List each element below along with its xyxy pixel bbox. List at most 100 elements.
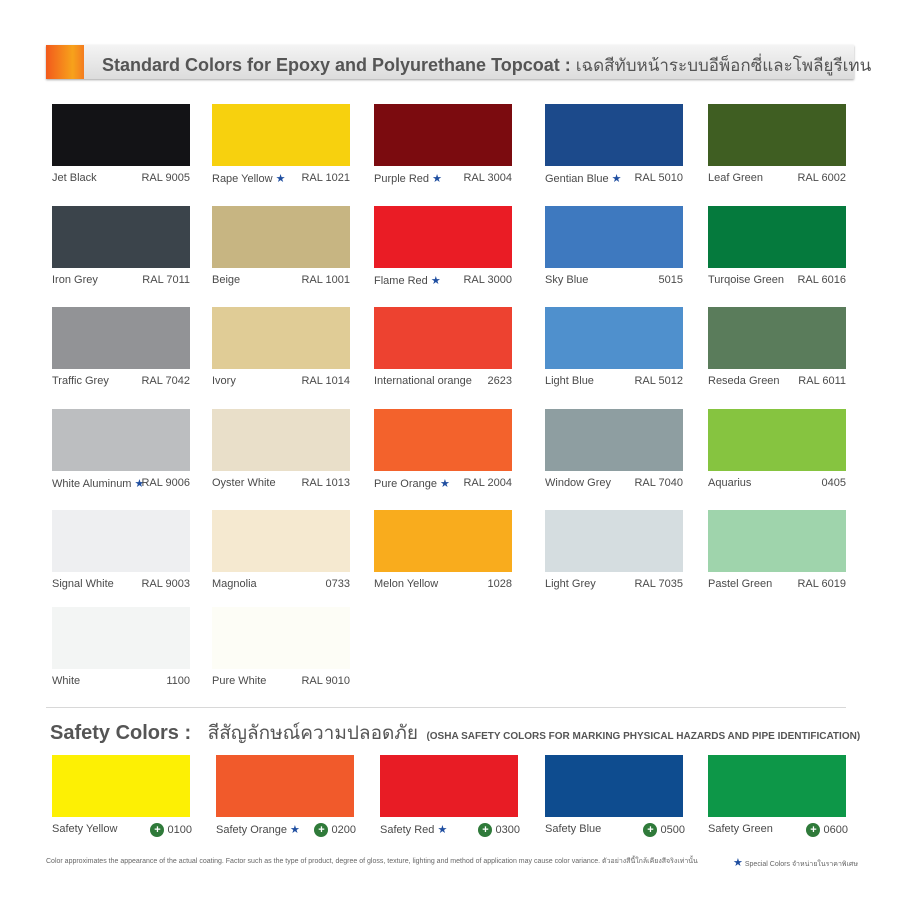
- color-code-text: 0200: [331, 823, 356, 836]
- color-name: Traffic Grey: [52, 375, 109, 387]
- color-code: RAL 9003: [141, 578, 190, 590]
- color-name: Ivory: [212, 375, 236, 387]
- safety-section-title: Safety Colors : สีสัญลักษณ์ความปลอดภัย (…: [50, 718, 860, 748]
- color-swatch: [545, 409, 683, 471]
- color-swatch: [212, 206, 350, 268]
- color-swatch: [52, 206, 190, 268]
- color-code-text: 1028: [487, 578, 512, 590]
- color-label: Reseda Green RAL 6011: [708, 375, 846, 391]
- safety-title-thai: สีสัญลักษณ์ความปลอดภัย: [207, 723, 418, 744]
- star-icon: ★: [429, 173, 442, 185]
- color-code: 2623: [488, 375, 512, 387]
- color-code-text: 0300: [495, 823, 520, 836]
- color-name: Sky Blue: [545, 274, 589, 286]
- color-code-text: 0733: [325, 578, 350, 590]
- color-name: Pure White: [212, 675, 267, 687]
- color-code-text: RAL 1021: [301, 172, 350, 184]
- color-name: Light Blue: [545, 375, 594, 387]
- color-name: Safety Yellow: [52, 823, 118, 835]
- color-name: Aquarius: [708, 477, 752, 489]
- color-label: Ivory RAL 1014: [212, 375, 350, 391]
- color-name: Leaf Green: [708, 172, 764, 184]
- color-label: Safety Green + 0600: [708, 823, 848, 839]
- color-name: Gentian Blue ★: [545, 173, 622, 185]
- color-label: Signal White RAL 9003: [52, 578, 190, 594]
- section-divider: [46, 707, 846, 708]
- color-code: RAL 7040: [634, 477, 683, 489]
- color-code: + 0100: [150, 823, 192, 837]
- color-code-text: RAL 5012: [634, 375, 683, 387]
- color-name: Pastel Green: [708, 578, 773, 590]
- color-label: Sky Blue 5015: [545, 274, 683, 290]
- color-label: Pure Orange ★ RAL 2004: [374, 477, 512, 493]
- color-code: RAL 5012: [634, 375, 683, 387]
- color-swatch: [52, 409, 190, 471]
- color-label: Beige RAL 1001: [212, 274, 350, 290]
- color-swatch: [212, 607, 350, 669]
- color-label: Safety Red ★ + 0300: [380, 823, 520, 839]
- color-label: Jet Black RAL 9005: [52, 172, 190, 188]
- page-title: Standard Colors for Epoxy and Polyuretha…: [102, 52, 871, 79]
- color-label: Oyster White RAL 1013: [212, 477, 350, 493]
- color-code: + 0600: [806, 823, 848, 837]
- color-swatch: [708, 510, 846, 572]
- color-code-text: RAL 1001: [301, 274, 350, 286]
- color-swatch: [212, 409, 350, 471]
- color-swatch: [216, 755, 354, 817]
- color-code: RAL 7011: [142, 274, 190, 286]
- color-label: Traffic Grey RAL 7042: [52, 375, 190, 391]
- color-name: Safety Blue: [545, 823, 602, 835]
- star-icon: ★: [272, 173, 286, 185]
- color-code: + 0200: [314, 823, 356, 837]
- color-name: White Aluminum ★: [52, 478, 145, 490]
- color-label: Safety Yellow + 0100: [52, 823, 192, 839]
- color-label: Gentian Blue ★ RAL 5010: [545, 172, 683, 188]
- color-code: 5015: [659, 274, 683, 286]
- color-name: Jet Black: [52, 172, 97, 184]
- color-label: Light Blue RAL 5012: [545, 375, 683, 391]
- color-code: RAL 1013: [301, 477, 350, 489]
- color-label: Turqoise Green RAL 6016: [708, 274, 846, 290]
- color-name: Window Grey: [545, 477, 612, 489]
- color-swatch: [52, 104, 190, 166]
- color-label: Safety Orange ★ + 0200: [216, 823, 356, 839]
- color-name: White: [52, 675, 81, 687]
- color-swatch: [374, 104, 512, 166]
- color-name: Signal White: [52, 578, 114, 590]
- color-name: Melon Yellow: [374, 578, 439, 590]
- color-name: Turqoise Green: [708, 274, 785, 286]
- color-code-text: RAL 5010: [634, 172, 683, 184]
- color-code-text: RAL 6011: [798, 375, 846, 387]
- color-code: RAL 1001: [301, 274, 350, 286]
- star-icon: ★: [436, 478, 450, 490]
- footer-disclaimer: Color approximates the appearance of the…: [46, 858, 698, 865]
- color-code-text: RAL 6002: [797, 172, 846, 184]
- color-code-text: RAL 7011: [142, 274, 190, 286]
- page-header: Standard Colors for Epoxy and Polyuretha…: [46, 45, 871, 79]
- color-code-text: 5015: [658, 274, 683, 286]
- color-swatch: [708, 206, 846, 268]
- color-code: RAL 9010: [301, 675, 350, 687]
- color-swatch: [545, 104, 683, 166]
- color-code: RAL 6002: [797, 172, 846, 184]
- color-code: RAL 3000: [463, 274, 512, 286]
- safety-title: Safety Colors :: [50, 722, 192, 744]
- color-label: Pastel Green RAL 6019: [708, 578, 846, 594]
- color-code-text: RAL 7035: [634, 578, 683, 590]
- color-name: Oyster White: [212, 477, 276, 489]
- color-label: Leaf Green RAL 6002: [708, 172, 846, 188]
- color-code-text: 0600: [823, 823, 848, 836]
- color-code: RAL 5010: [634, 172, 683, 184]
- color-swatch: [52, 307, 190, 369]
- color-swatch: [374, 206, 512, 268]
- color-code-text: 0500: [660, 823, 685, 836]
- star-icon: ★: [608, 173, 622, 185]
- color-swatch: [545, 755, 683, 817]
- star-icon: ★: [427, 275, 441, 287]
- color-code-text: RAL 1013: [301, 477, 350, 489]
- footer-special-text: Special Colors จำหน่ายในราคาพิเศษ: [744, 861, 858, 868]
- safety-cross-icon: +: [314, 823, 329, 837]
- color-label: Purple Red ★ RAL 3004: [374, 172, 512, 188]
- star-icon: ★: [434, 824, 448, 836]
- color-swatch: [708, 755, 846, 817]
